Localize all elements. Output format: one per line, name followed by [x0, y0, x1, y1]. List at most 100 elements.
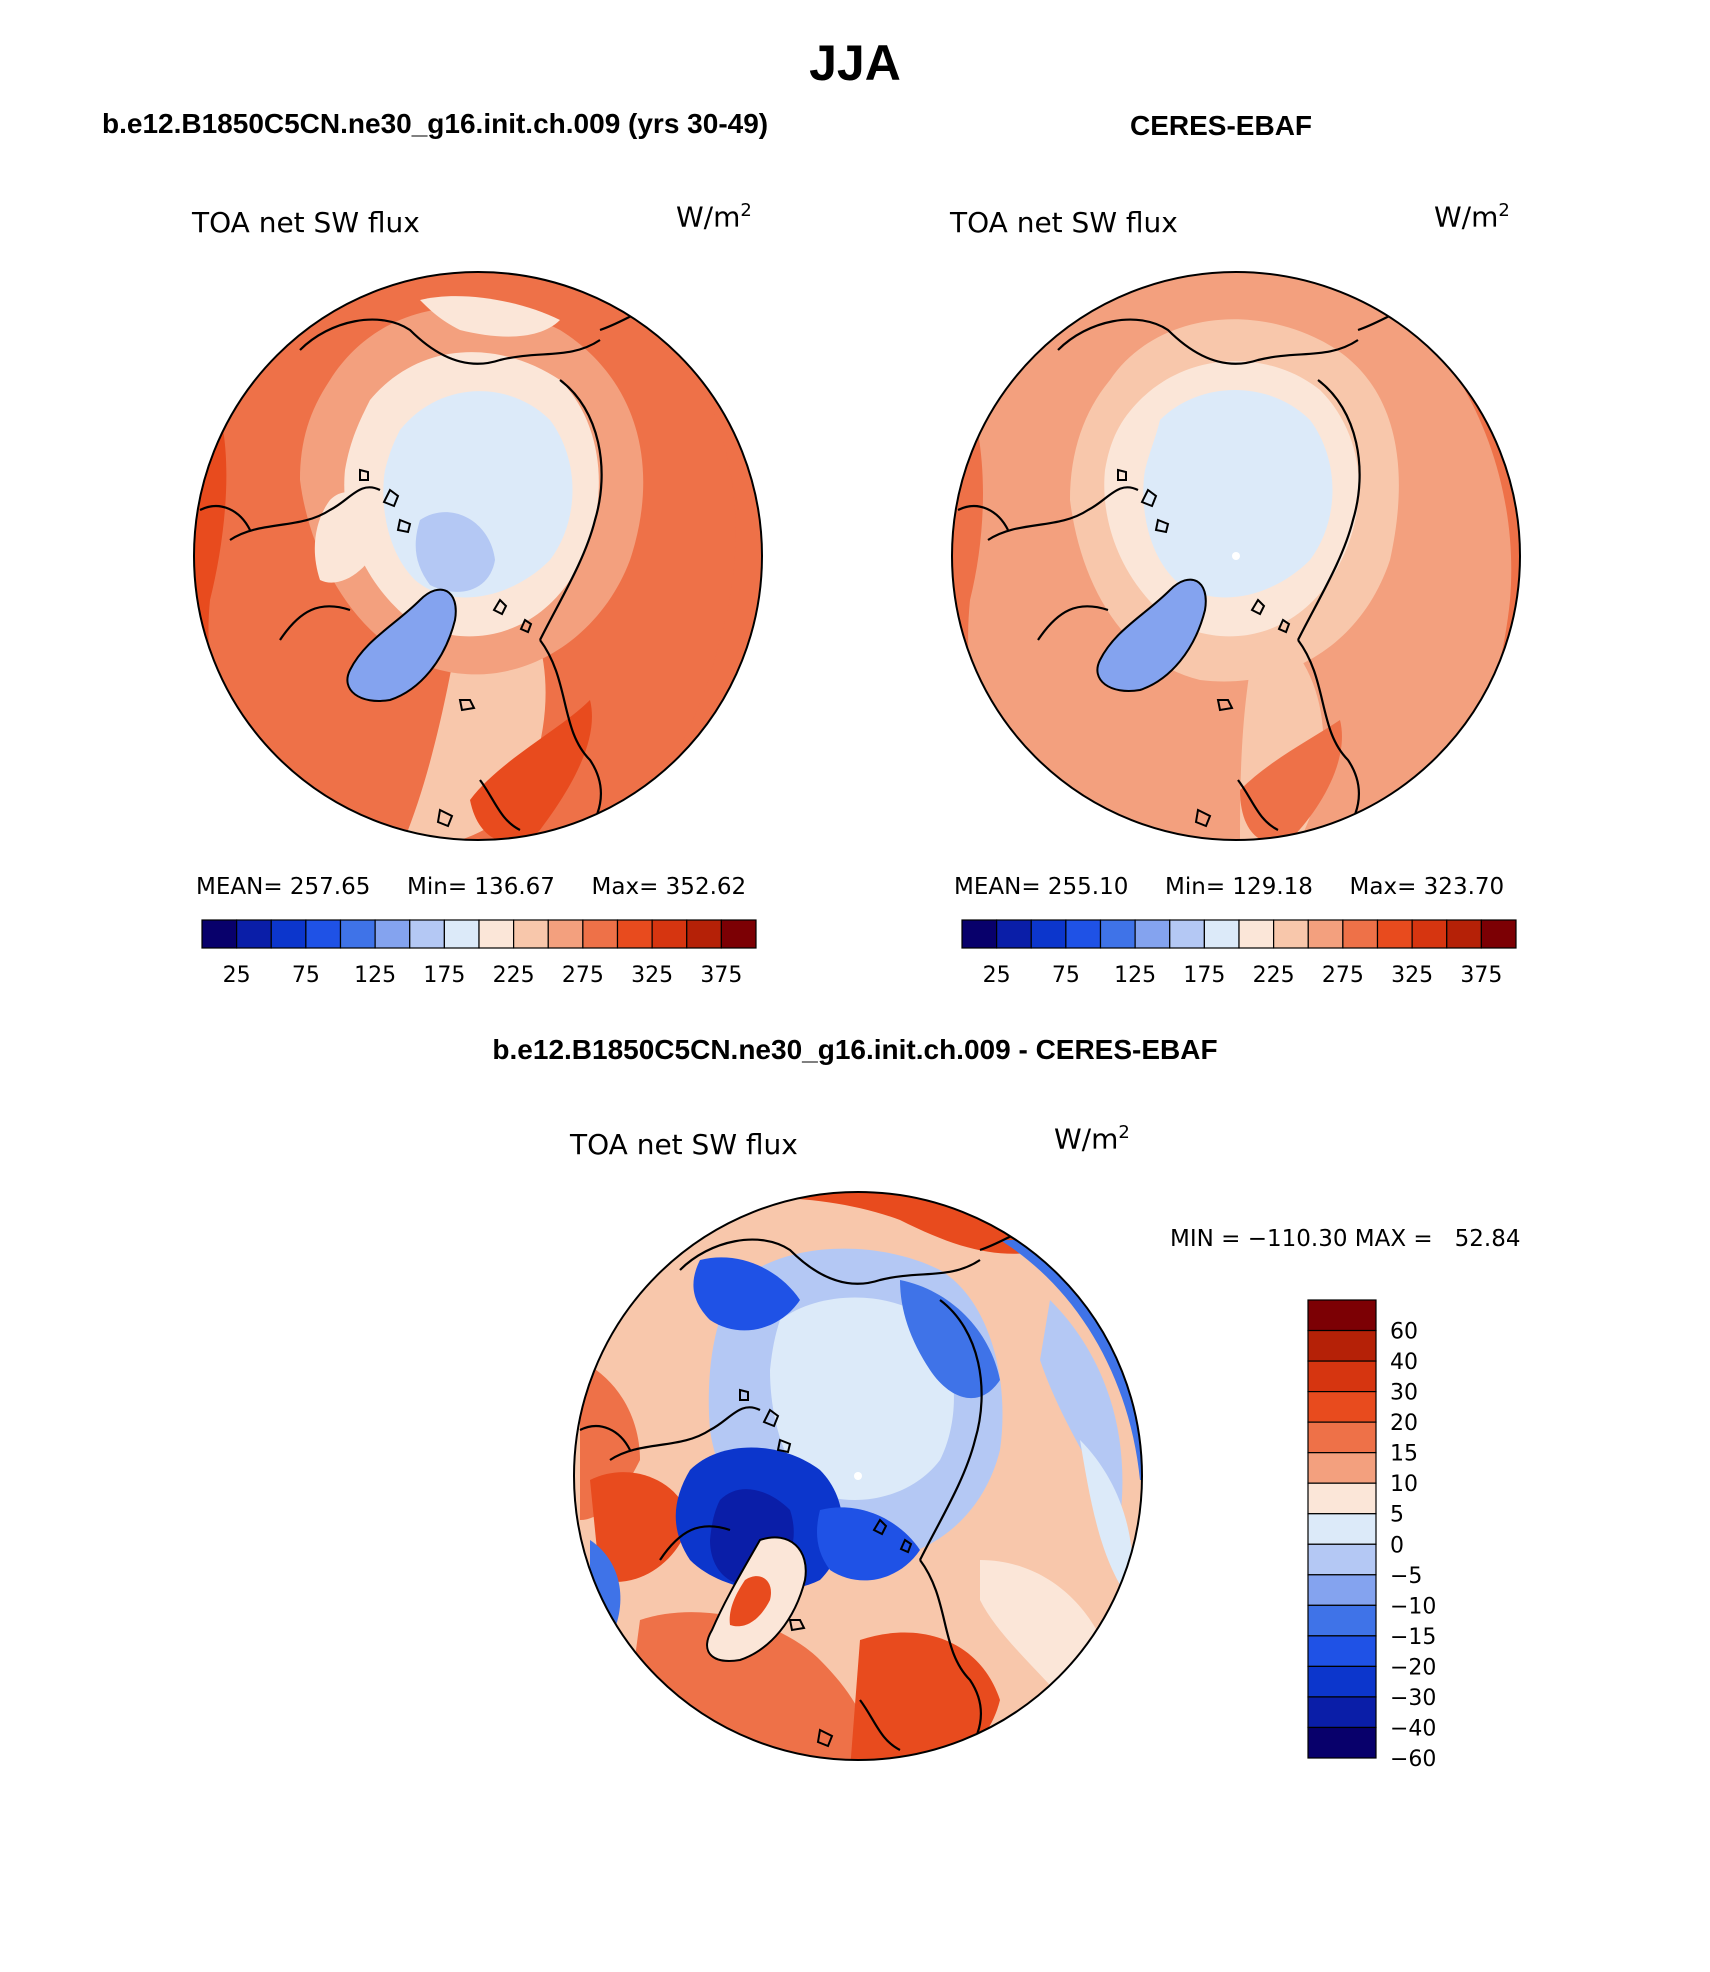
- colorbar-b-swatch-10: [1307, 919, 1344, 949]
- panel-b-mean: 255.10: [1047, 874, 1129, 900]
- panel-c-units-exp: 2: [1118, 1122, 1130, 1143]
- colorbar-b-swatch-11: [1342, 919, 1379, 949]
- colorbar-b-tick-label: 25: [983, 963, 1011, 988]
- panel-b-min: 129.18: [1232, 874, 1313, 900]
- panel-b-units: W/m2: [1434, 200, 1510, 233]
- map-panel-a: [193, 271, 763, 841]
- colorbar-a-tick-label: 75: [292, 963, 320, 988]
- colorbar-c-tick-label: −10: [1390, 1594, 1436, 1619]
- colorbar-c-tick-label: −15: [1390, 1625, 1436, 1650]
- colorbar-c-tick-label: 30: [1390, 1381, 1418, 1406]
- colorbar-c-swatch-1: [1307, 1329, 1377, 1362]
- panel-c-units: W/m2: [1054, 1122, 1130, 1155]
- colorbar-a-tick-label: 125: [354, 963, 396, 988]
- colorbar-a-tick-label: 175: [423, 963, 465, 988]
- colorbar-c-swatch-2: [1307, 1360, 1377, 1393]
- colorbar-a-swatch-13: [651, 919, 688, 949]
- colorbar-b-tick-label: 75: [1052, 963, 1080, 988]
- colorbar-c-swatch-4: [1307, 1421, 1377, 1454]
- colorbar-a-swatch-6: [409, 919, 445, 949]
- colorbar-b-swatch-4: [1099, 919, 1136, 949]
- colorbar-b-tick-label: 175: [1183, 963, 1225, 988]
- colorbar-b-swatch-9: [1273, 919, 1309, 949]
- colorbar-c-tick-label: −30: [1390, 1686, 1436, 1711]
- colorbar-b-swatch-1: [996, 919, 1032, 949]
- colorbar-a-tick-label: 325: [631, 963, 673, 988]
- colorbar-a-swatch-5: [374, 919, 411, 949]
- colorbar-a-swatch-12: [616, 919, 653, 949]
- colorbar-panel-a: 25 75 125 175 225 275 325 375: [201, 919, 757, 988]
- colorbar-c-tick-label: 20: [1390, 1411, 1418, 1436]
- panel-b-stats: MEAN= 255.10 Min= 129.18 Max= 323.70: [954, 874, 1524, 900]
- panel-a-mean-label: MEAN=: [196, 874, 283, 900]
- colorbar-c-swatch-0: [1307, 1299, 1377, 1332]
- panel-b-max-label: Max=: [1349, 874, 1417, 900]
- colorbar-c-tick-label: 40: [1390, 1350, 1418, 1375]
- colorbar-a-tick-label: 275: [562, 963, 604, 988]
- colorbar-c-swatch-9: [1307, 1574, 1377, 1606]
- panel-c-header: b.e12.B1850C5CN.ne30_g16.init.ch.009 - C…: [492, 1034, 1218, 1065]
- colorbar-c-tick-label: −60: [1390, 1747, 1436, 1772]
- panel-c-units-base: W/m: [1054, 1122, 1119, 1156]
- colorbar-b-swatch-3: [1065, 919, 1102, 949]
- colorbar-a-tick-label: 225: [493, 963, 535, 988]
- panel-a-units: W/m2: [676, 200, 752, 233]
- panel-b-units-exp: 2: [1498, 200, 1510, 221]
- colorbar-b-swatch-0: [961, 919, 998, 949]
- colorbar-c-swatch-11: [1307, 1635, 1377, 1668]
- colorbar-c-tick-label: 0: [1390, 1533, 1404, 1558]
- colorbar-c-swatch-3: [1307, 1390, 1377, 1423]
- colorbar-c-swatch-8: [1307, 1543, 1377, 1576]
- panel-a-mean: 257.65: [289, 874, 371, 900]
- colorbar-b-tick-label: 375: [1460, 963, 1502, 988]
- panel-b-min-label: Min=: [1165, 874, 1226, 900]
- colorbar-b-swatch-7: [1203, 919, 1240, 949]
- panel-a-header: b.e12.B1850C5CN.ne30_g16.init.ch.009 (yr…: [102, 108, 769, 139]
- colorbar-c-tick-label: 10: [1390, 1472, 1418, 1497]
- colorbar-a-swatch-2: [270, 919, 307, 949]
- colorbar-a-tick-label: 25: [223, 963, 251, 988]
- colorbar-c-swatch-6: [1307, 1482, 1377, 1515]
- panel-b-variable-label: TOA net SW flux: [950, 206, 1178, 239]
- colorbar-c-swatch-5: [1307, 1452, 1377, 1484]
- colorbar-a-swatch-14: [686, 919, 722, 949]
- colorbar-b-swatch-13: [1411, 919, 1448, 949]
- colorbar-a-swatch-15: [720, 919, 757, 949]
- colorbar-a-swatch-3: [305, 919, 342, 949]
- panel-b-header: CERES-EBAF: [1130, 110, 1313, 141]
- colorbar-a-tick-label: 375: [700, 963, 742, 988]
- colorbar-b-swatch-5: [1134, 919, 1171, 949]
- colorbar-b-swatch-12: [1376, 919, 1413, 949]
- season-title: JJA: [809, 35, 901, 91]
- panel-a-max-label: Max=: [591, 874, 659, 900]
- colorbar-b-swatch-6: [1169, 919, 1205, 949]
- map-panel-b: [951, 271, 1521, 841]
- panel-a-variable-label: TOA net SW flux: [192, 206, 420, 239]
- colorbar-b-swatch-8: [1238, 919, 1275, 949]
- colorbar-c-tick-label: −5: [1390, 1564, 1422, 1589]
- colorbar-a-swatch-9: [513, 919, 549, 949]
- panel-b-units-base: W/m: [1434, 200, 1499, 234]
- colorbar-b-swatch-15: [1480, 919, 1517, 949]
- panel-c-variable-label: TOA net SW flux: [570, 1128, 798, 1161]
- colorbar-b-tick-label: 275: [1322, 963, 1364, 988]
- colorbar-c-tick-label: 60: [1390, 1320, 1418, 1345]
- colorbar-panel-b: 25 75 125 175 225 275 325 375: [961, 919, 1517, 988]
- colorbar-c-swatch-7: [1307, 1513, 1377, 1545]
- colorbar-c-swatch-14: [1307, 1726, 1377, 1759]
- colorbar-b-tick-label: 225: [1253, 963, 1295, 988]
- colorbar-c-tick-label: 15: [1390, 1442, 1418, 1467]
- colorbar-a-swatch-1: [236, 919, 272, 949]
- colorbar-a-swatch-7: [443, 919, 480, 949]
- colorbar-c-swatch-12: [1307, 1665, 1377, 1698]
- panel-a-stats: MEAN= 257.65 Min= 136.67 Max= 352.62: [196, 874, 766, 900]
- colorbar-c-tick-label: −40: [1390, 1716, 1436, 1741]
- panel-c-minmax: MIN = −110.30 MAX = 52.84: [1170, 1226, 1521, 1252]
- panel-a-max: 352.62: [665, 874, 747, 900]
- map-panel-c: [573, 1191, 1143, 1761]
- colorbar-panel-c: 60 40 30 20 15 10 5 0 −5 −10 −15 −20 −30 −40 −60: [1307, 1299, 1436, 1772]
- colorbar-b-swatch-2: [1030, 919, 1067, 949]
- panel-b-max: 323.70: [1423, 874, 1505, 900]
- panel-a-units-base: W/m: [676, 200, 741, 234]
